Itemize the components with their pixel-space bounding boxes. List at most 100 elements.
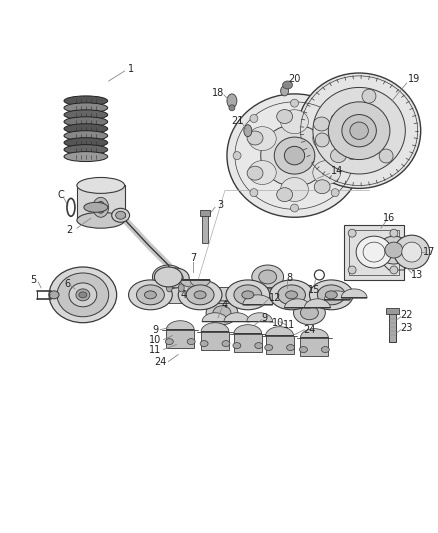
Ellipse shape xyxy=(233,151,241,159)
Bar xyxy=(202,215,208,243)
Ellipse shape xyxy=(348,229,356,237)
Text: 1: 1 xyxy=(127,64,134,74)
Ellipse shape xyxy=(49,291,59,299)
Ellipse shape xyxy=(313,127,341,150)
Ellipse shape xyxy=(222,341,230,346)
Ellipse shape xyxy=(79,292,87,298)
Ellipse shape xyxy=(227,94,237,108)
Ellipse shape xyxy=(261,125,328,187)
Polygon shape xyxy=(341,289,367,298)
Ellipse shape xyxy=(350,122,368,139)
Ellipse shape xyxy=(379,149,393,163)
Text: 18: 18 xyxy=(212,88,224,98)
Ellipse shape xyxy=(226,280,270,310)
Ellipse shape xyxy=(247,131,263,145)
Ellipse shape xyxy=(64,124,108,134)
Ellipse shape xyxy=(331,149,346,163)
Ellipse shape xyxy=(145,291,156,299)
Ellipse shape xyxy=(178,284,184,292)
Ellipse shape xyxy=(116,211,126,219)
Ellipse shape xyxy=(159,270,177,284)
Ellipse shape xyxy=(250,189,258,197)
Ellipse shape xyxy=(315,133,329,147)
Bar xyxy=(305,287,318,303)
Ellipse shape xyxy=(286,345,294,351)
Ellipse shape xyxy=(64,144,108,155)
Ellipse shape xyxy=(247,166,263,180)
Ellipse shape xyxy=(290,99,298,107)
Bar xyxy=(386,308,399,314)
Polygon shape xyxy=(180,280,200,287)
Bar xyxy=(164,287,186,303)
Ellipse shape xyxy=(97,201,105,213)
Ellipse shape xyxy=(244,125,252,136)
Ellipse shape xyxy=(213,306,231,320)
Ellipse shape xyxy=(194,291,206,299)
Ellipse shape xyxy=(293,301,325,325)
Ellipse shape xyxy=(313,160,341,184)
Ellipse shape xyxy=(200,341,208,346)
Ellipse shape xyxy=(281,110,308,134)
Text: 14: 14 xyxy=(331,166,343,175)
Text: 4: 4 xyxy=(222,300,228,310)
Text: 13: 13 xyxy=(410,270,423,280)
Ellipse shape xyxy=(77,212,124,228)
Ellipse shape xyxy=(69,283,97,307)
Ellipse shape xyxy=(356,236,392,268)
Ellipse shape xyxy=(234,285,262,305)
Ellipse shape xyxy=(385,242,403,258)
Ellipse shape xyxy=(325,291,337,299)
Bar xyxy=(349,230,399,275)
Ellipse shape xyxy=(49,267,117,322)
Bar xyxy=(262,287,278,303)
Text: 6: 6 xyxy=(64,279,70,289)
Ellipse shape xyxy=(64,103,108,113)
Polygon shape xyxy=(285,299,311,308)
Ellipse shape xyxy=(283,81,293,89)
Ellipse shape xyxy=(248,127,276,150)
Ellipse shape xyxy=(259,270,277,284)
Text: 2: 2 xyxy=(66,225,72,235)
Polygon shape xyxy=(234,325,262,334)
Bar xyxy=(77,185,124,220)
Ellipse shape xyxy=(166,284,172,292)
Polygon shape xyxy=(166,321,194,330)
Polygon shape xyxy=(247,313,273,322)
Text: 7: 7 xyxy=(190,253,196,263)
Ellipse shape xyxy=(242,291,254,299)
Bar xyxy=(266,336,293,353)
Ellipse shape xyxy=(297,73,421,188)
Ellipse shape xyxy=(328,102,390,159)
Text: 12: 12 xyxy=(269,293,282,303)
Ellipse shape xyxy=(155,267,182,287)
Text: 20: 20 xyxy=(288,74,301,84)
Ellipse shape xyxy=(331,115,339,123)
Ellipse shape xyxy=(348,266,356,274)
Ellipse shape xyxy=(84,203,108,212)
Ellipse shape xyxy=(277,188,293,201)
Ellipse shape xyxy=(378,236,410,264)
Ellipse shape xyxy=(137,285,164,305)
Text: 4: 4 xyxy=(180,290,186,300)
Ellipse shape xyxy=(206,301,238,325)
Bar xyxy=(300,337,328,356)
Ellipse shape xyxy=(274,137,315,174)
Ellipse shape xyxy=(321,346,329,352)
Ellipse shape xyxy=(233,343,241,349)
Ellipse shape xyxy=(167,272,183,284)
Polygon shape xyxy=(190,280,210,287)
Polygon shape xyxy=(201,322,229,332)
Ellipse shape xyxy=(186,285,214,305)
Polygon shape xyxy=(243,295,273,305)
Ellipse shape xyxy=(64,138,108,148)
Ellipse shape xyxy=(277,110,293,124)
Ellipse shape xyxy=(300,306,318,320)
Text: 11: 11 xyxy=(149,344,162,354)
Ellipse shape xyxy=(252,265,283,289)
Text: 16: 16 xyxy=(383,213,395,223)
Ellipse shape xyxy=(250,115,258,123)
Ellipse shape xyxy=(331,189,339,197)
Ellipse shape xyxy=(281,86,289,96)
Bar xyxy=(389,312,396,342)
Text: 3: 3 xyxy=(217,200,223,211)
